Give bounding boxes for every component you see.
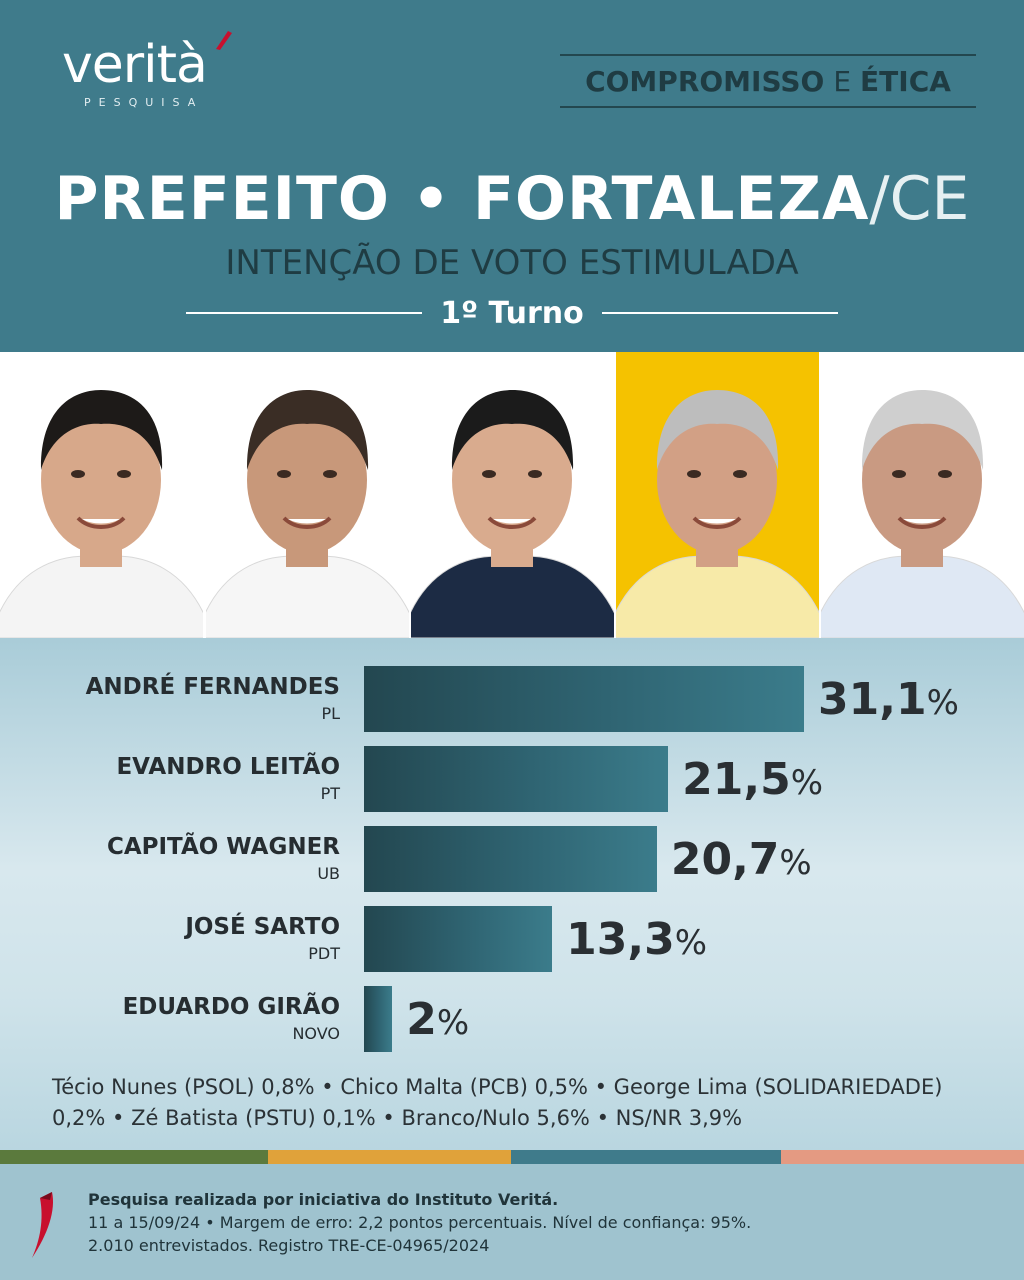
data-label: 20,7% <box>671 834 812 895</box>
color-stripe-segment <box>511 1150 781 1164</box>
portrait-silhouette-icon <box>616 390 819 638</box>
title-main: PREFEITO • FORTALEZA <box>54 164 870 234</box>
verita-logo: verità PESQUISA <box>62 31 242 114</box>
candidate-party-label: UB <box>317 864 340 883</box>
color-stripe-segment <box>268 1150 511 1164</box>
data-label: 2% <box>406 994 469 1055</box>
data-label-value: 21,5 <box>682 754 791 805</box>
chart-row: CAPITÃO WAGNER UB 20,7% <box>0 826 1024 892</box>
data-label-unit: % <box>779 843 812 883</box>
candidate-name-label: ANDRÉ FERNANDES <box>85 674 340 700</box>
slogan-part2: E <box>833 64 852 98</box>
chart-bar <box>364 906 553 972</box>
candidate-photo <box>821 352 1024 638</box>
candidate-name-label: EDUARDO GIRÃO <box>122 994 340 1020</box>
round-divider-left <box>186 312 423 314</box>
chart-bar <box>364 746 669 812</box>
candidate-photos <box>0 352 1024 638</box>
data-label-value: 20,7 <box>670 834 780 885</box>
candidate-photo <box>616 352 819 638</box>
candidate-name-label: CAPITÃO WAGNER <box>106 834 340 860</box>
chart-row: EVANDRO LEITÃO PT 21,5% <box>0 746 1024 812</box>
chart-bar <box>364 986 393 1052</box>
candidate-party-label: PL <box>321 704 340 723</box>
candidate-photo <box>411 352 614 638</box>
data-label-value: 2 <box>406 994 437 1045</box>
data-label-unit: % <box>790 763 824 803</box>
candidate-party-label: NOVO <box>292 1024 340 1043</box>
data-label: 31,1% <box>818 674 959 735</box>
portrait-silhouette-icon <box>411 390 614 638</box>
chart-row: ANDRÉ FERNANDES PL 31,1% <box>0 666 1024 732</box>
candidate-name-label: EVANDRO LEITÃO <box>116 754 340 780</box>
chart-row: EDUARDO GIRÃO NOVO 2% <box>0 986 1024 1052</box>
chart-row: JOSÉ SARTO PDT 13,3% <box>0 906 1024 972</box>
portrait-silhouette-icon <box>821 390 1024 638</box>
header: verità PESQUISA COMPROMISSO E ÉTICA PREF… <box>0 0 1024 352</box>
data-label: 21,5% <box>682 754 823 815</box>
candidate-name-label: JOSÉ SARTO <box>185 914 340 940</box>
candidate-party-label: PT <box>320 784 340 803</box>
logo-subtitle: PESQUISA <box>84 96 204 109</box>
methodology-text: Pesquisa realizada por iniciativa do Ins… <box>88 1188 988 1257</box>
data-label-unit: % <box>674 923 708 963</box>
title-state: /CE <box>869 164 970 234</box>
slogan-part3: ÉTICA <box>860 64 951 98</box>
portrait-silhouette-icon <box>0 390 203 638</box>
footer-line-1: Pesquisa realizada por iniciativa do Ins… <box>88 1190 559 1209</box>
color-stripe-segment <box>0 1150 268 1164</box>
data-label-value: 13,3 <box>566 914 675 965</box>
bar-chart: ANDRÉ FERNANDES PL 31,1% EVANDRO LEITÃO PT 21… <box>0 638 1024 1150</box>
data-label-unit: % <box>926 683 959 723</box>
data-label-unit: % <box>436 1003 470 1043</box>
footer-line-2: 11 a 15/09/24 • Margem de erro: 2,2 pont… <box>88 1213 752 1232</box>
other-candidates-note: Técio Nunes (PSOL) 0,8% • Chico Malta (P… <box>52 1075 943 1130</box>
footer: Pesquisa realizada por iniciativa do Ins… <box>0 1164 1024 1280</box>
round-divider-right <box>601 312 838 314</box>
chart-bar <box>364 666 804 732</box>
round-label: 1º Turno <box>186 292 838 334</box>
color-stripe-segment <box>781 1150 1024 1164</box>
data-label: 13,3% <box>566 914 707 975</box>
chart-bar <box>364 826 657 892</box>
round-text: 1º Turno <box>440 295 584 331</box>
slogan: COMPROMISSO E ÉTICA <box>560 54 976 108</box>
logo-word: verità <box>62 35 208 95</box>
data-label-value: 31,1 <box>818 674 927 725</box>
logo-accent-icon <box>216 31 232 50</box>
footer-line-3: 2.010 entrevistados. Registro TRE-CE-049… <box>88 1236 490 1255</box>
candidate-photo <box>206 352 409 638</box>
candidate-photo <box>0 352 203 638</box>
verita-mark-icon <box>32 1192 54 1258</box>
candidate-party-label: PDT <box>308 944 340 963</box>
portrait-silhouette-icon <box>206 390 409 638</box>
page-subtitle: INTENÇÃO DE VOTO ESTIMULADA <box>225 243 799 283</box>
slogan-part1: COMPROMISSO <box>585 64 825 98</box>
page-title: PREFEITO • FORTALEZA/CE <box>0 160 1024 253</box>
